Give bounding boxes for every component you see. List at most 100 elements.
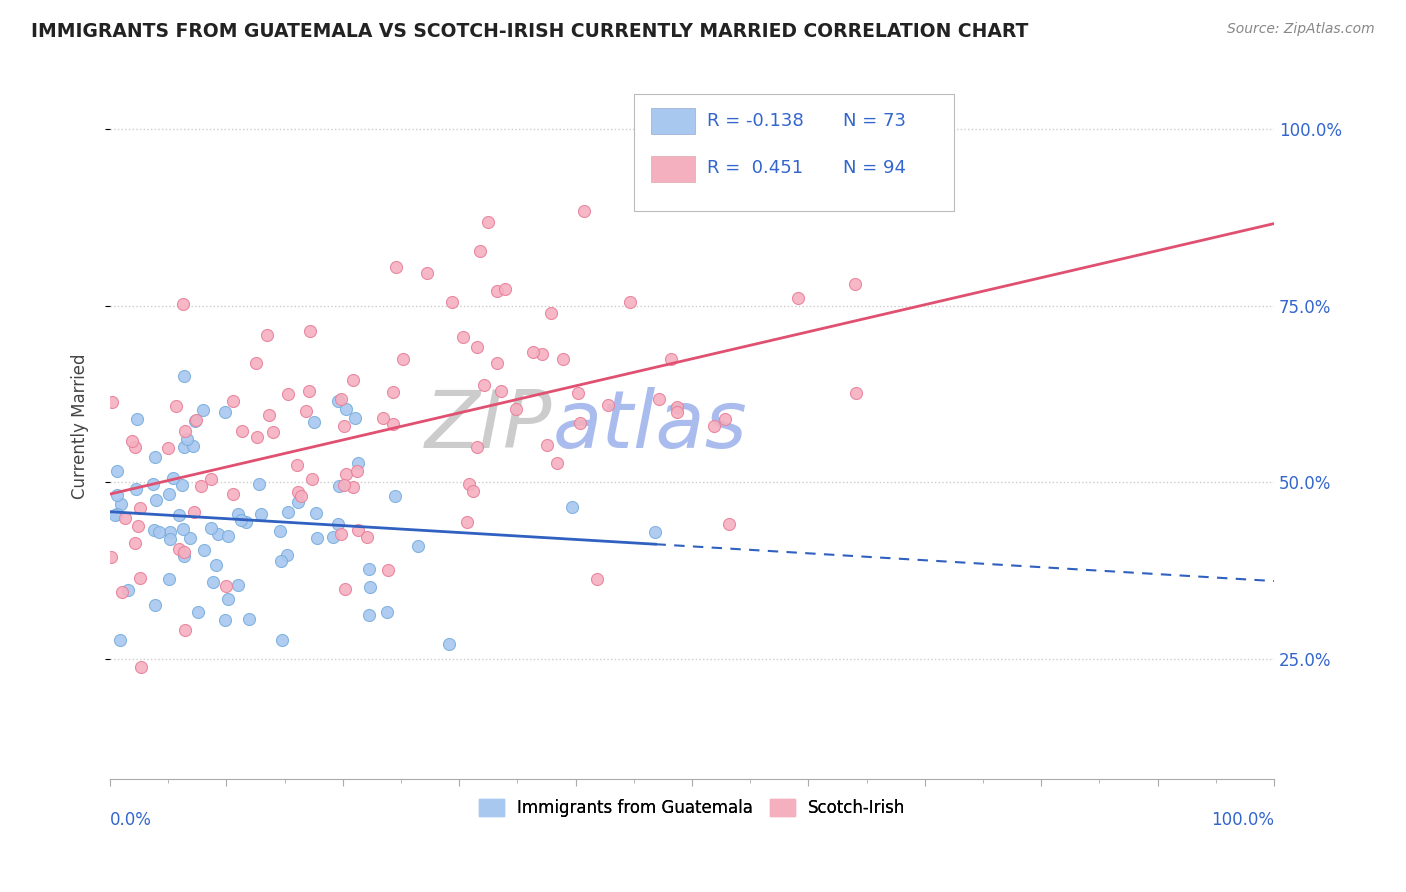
Point — [247, 476, 270, 491]
Point — [463, 483, 485, 498]
Point — [129, 660, 152, 674]
Point — [257, 408, 280, 422]
Point — [586, 572, 609, 586]
Point — [172, 297, 194, 311]
Point — [344, 411, 367, 425]
Point — [384, 489, 406, 503]
Point — [665, 400, 688, 414]
Point — [183, 439, 205, 453]
Point — [328, 517, 350, 532]
Point — [124, 482, 146, 496]
Text: 0.0%: 0.0% — [110, 811, 152, 829]
Point — [342, 373, 364, 387]
Point — [456, 515, 478, 529]
Point — [165, 400, 187, 414]
Point — [183, 505, 205, 519]
Point — [596, 398, 619, 412]
Point — [157, 441, 180, 455]
Point — [173, 623, 195, 637]
Point — [494, 282, 516, 296]
Point — [231, 424, 253, 438]
Point — [157, 572, 180, 586]
Point — [235, 515, 257, 529]
Point — [335, 467, 357, 482]
Point — [329, 527, 352, 541]
Point — [201, 574, 224, 589]
Point — [437, 637, 460, 651]
Point — [246, 430, 269, 444]
Point — [108, 633, 131, 648]
Point — [207, 527, 229, 541]
Point — [342, 480, 364, 494]
Point — [298, 384, 321, 399]
Point — [489, 384, 512, 398]
Point — [100, 550, 122, 565]
Point — [540, 306, 562, 320]
Point — [287, 495, 309, 509]
Point — [229, 513, 252, 527]
Point — [845, 386, 868, 401]
Point — [214, 613, 236, 627]
Point — [111, 585, 134, 599]
Point — [329, 392, 352, 406]
Point — [169, 508, 191, 522]
Point — [193, 403, 215, 417]
Point — [277, 386, 299, 401]
Point — [470, 244, 492, 258]
Point — [143, 450, 166, 464]
Point — [167, 542, 190, 557]
Point — [406, 539, 429, 553]
Y-axis label: Currently Married: Currently Married — [72, 353, 89, 499]
Point — [121, 434, 143, 449]
Point — [190, 479, 212, 493]
Point — [787, 291, 810, 305]
Point — [245, 356, 267, 370]
Point — [176, 432, 198, 446]
Point — [170, 478, 193, 492]
Point — [187, 605, 209, 619]
Point — [222, 487, 245, 501]
Point — [159, 525, 181, 540]
Point — [458, 477, 481, 491]
Point — [200, 521, 222, 535]
Point — [477, 215, 499, 229]
Point — [359, 580, 381, 594]
Point — [328, 479, 350, 493]
Point — [530, 347, 553, 361]
Point — [184, 414, 207, 428]
Point — [301, 472, 323, 486]
Point — [522, 344, 544, 359]
Point — [356, 530, 378, 544]
Point — [124, 440, 146, 454]
Point — [270, 554, 292, 568]
Point — [346, 464, 368, 478]
Point — [172, 522, 194, 536]
Point — [333, 582, 356, 596]
Point — [561, 500, 583, 514]
Point — [486, 284, 509, 298]
Point — [305, 507, 328, 521]
FancyBboxPatch shape — [651, 155, 696, 183]
Point — [359, 562, 381, 576]
Point — [173, 368, 195, 383]
Point — [217, 529, 239, 543]
Point — [114, 510, 136, 524]
Point — [256, 327, 278, 342]
Point — [105, 488, 128, 502]
Point — [226, 507, 249, 521]
Point — [666, 405, 689, 419]
Point — [451, 330, 474, 344]
Point — [105, 507, 128, 521]
Point — [335, 401, 357, 416]
Point — [104, 508, 127, 522]
Point — [648, 392, 671, 407]
Point — [844, 277, 866, 292]
Point — [214, 404, 236, 418]
Point — [373, 411, 395, 425]
Point — [159, 487, 181, 501]
Point — [385, 260, 408, 275]
Point — [551, 352, 574, 367]
Point — [536, 438, 558, 452]
Point — [173, 440, 195, 454]
Point — [159, 533, 181, 547]
